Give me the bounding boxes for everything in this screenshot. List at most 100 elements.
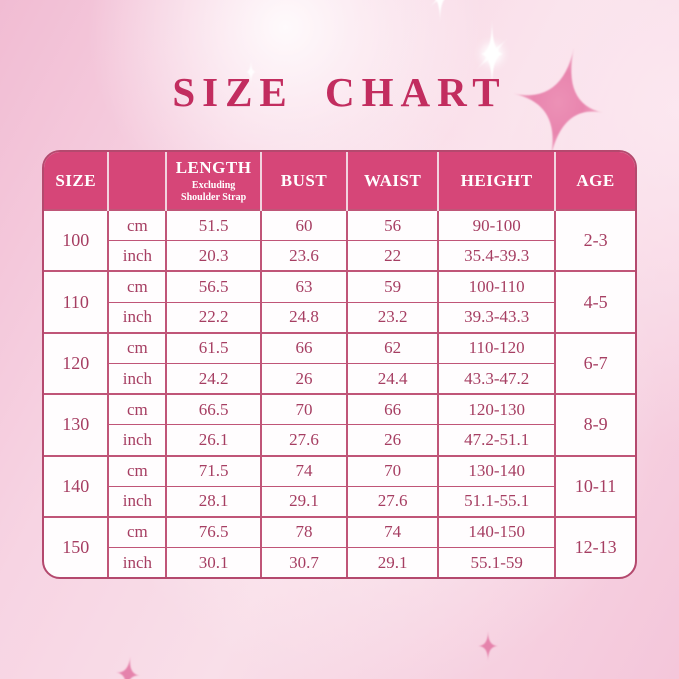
table-row-inch: inch 24.2 26 24.4 43.3-47.2 bbox=[44, 362, 635, 396]
value-cell: 62 bbox=[346, 331, 440, 364]
unit-cell: cm bbox=[107, 393, 168, 426]
table-row-cm: 110 cm 56.5 63 59 100-110 4-5 bbox=[44, 270, 635, 334]
column-header-size: SIZE bbox=[44, 152, 110, 210]
value-cell: 39.3-43.3 bbox=[437, 301, 557, 334]
value-cell: 22 bbox=[346, 240, 440, 273]
unit-cell: inch bbox=[107, 547, 168, 577]
table-row-inch: inch 28.1 29.1 27.6 51.1-55.1 bbox=[44, 485, 635, 518]
sparkle-white-top-icon bbox=[428, 0, 452, 23]
value-cell: 130-140 bbox=[437, 454, 557, 487]
value-cell: 47.2-51.1 bbox=[437, 424, 557, 457]
value-cell: 66 bbox=[346, 393, 440, 426]
value-cell: 59 bbox=[346, 270, 440, 303]
value-cell: 70 bbox=[346, 454, 440, 487]
value-cell: 66.5 bbox=[165, 393, 262, 426]
value-cell: 74 bbox=[346, 515, 440, 549]
column-header-height: HEIGHT bbox=[438, 152, 557, 210]
column-header-waist-label: WAIST bbox=[363, 170, 422, 190]
column-header-waist: WAIST bbox=[347, 152, 440, 210]
value-cell: 56 bbox=[346, 209, 440, 242]
size-cell: 100 bbox=[44, 208, 110, 273]
value-cell: 22.2 bbox=[165, 301, 262, 334]
column-header-length-label: LENGTH bbox=[175, 158, 252, 177]
value-cell: 120-130 bbox=[437, 393, 557, 426]
value-cell: 27.6 bbox=[259, 424, 349, 457]
age-cell: 8-9 bbox=[554, 393, 635, 457]
table-row-inch: inch 26.1 27.6 26 47.2-51.1 bbox=[44, 424, 635, 457]
table-row-cm: 150 cm 76.5 78 74 140-150 12-13 bbox=[44, 515, 635, 577]
column-header-unit bbox=[108, 152, 168, 210]
value-cell: 35.4-39.3 bbox=[437, 240, 557, 273]
value-cell: 23.2 bbox=[346, 301, 440, 334]
value-cell: 30.7 bbox=[259, 547, 349, 577]
value-cell: 26 bbox=[346, 424, 440, 457]
unit-cell: cm bbox=[107, 331, 168, 364]
value-cell: 110-120 bbox=[437, 331, 557, 364]
unit-cell: inch bbox=[107, 362, 168, 396]
value-cell: 71.5 bbox=[165, 454, 262, 487]
sparkle-pink-bottomleft-icon bbox=[116, 656, 140, 679]
value-cell: 76.5 bbox=[165, 515, 262, 549]
value-cell: 27.6 bbox=[346, 485, 440, 518]
value-cell: 29.1 bbox=[259, 485, 349, 518]
value-cell: 55.1-59 bbox=[437, 547, 557, 577]
value-cell: 66 bbox=[259, 331, 349, 364]
table-header: SIZE LENGTH Excluding Shoulder Strap BUS… bbox=[44, 152, 635, 210]
value-cell: 28.1 bbox=[165, 485, 262, 518]
unit-cell: cm bbox=[107, 270, 168, 303]
value-cell: 78 bbox=[259, 515, 349, 549]
value-cell: 26.1 bbox=[165, 424, 262, 457]
size-chart-table: SIZE LENGTH Excluding Shoulder Strap BUS… bbox=[44, 152, 635, 577]
value-cell: 29.1 bbox=[346, 547, 440, 577]
sparkle-pink-small-icon bbox=[478, 631, 498, 661]
value-cell: 23.6 bbox=[259, 240, 349, 273]
table-row-cm: 140 cm 71.5 74 70 130-140 10-11 bbox=[44, 454, 635, 518]
age-cell: 12-13 bbox=[554, 515, 635, 577]
size-cell: 110 bbox=[44, 270, 110, 334]
value-cell: 24.2 bbox=[165, 362, 262, 396]
header-row: SIZE LENGTH Excluding Shoulder Strap BUS… bbox=[44, 152, 635, 210]
column-header-age: AGE bbox=[555, 152, 635, 210]
page-title: SIZE CHART bbox=[172, 69, 507, 115]
size-chart-table-container: SIZE LENGTH Excluding Shoulder Strap BUS… bbox=[42, 150, 637, 579]
table-row-inch: inch 22.2 24.8 23.2 39.3-43.3 bbox=[44, 301, 635, 334]
table-body: 100 cm 51.5 60 56 90-100 2-3 inch 20.3 23.6 22 35.4… bbox=[44, 208, 635, 577]
table-row-cm: 130 cm 66.5 70 66 120-130 8-9 bbox=[44, 393, 635, 457]
value-cell: 56.5 bbox=[165, 270, 262, 303]
value-cell: 90-100 bbox=[437, 209, 557, 242]
table-row-inch: inch 30.1 30.7 29.1 55.1-59 bbox=[44, 547, 635, 577]
table-row-cm: 100 cm 51.5 60 56 90-100 2-3 bbox=[44, 208, 635, 273]
value-cell: 63 bbox=[259, 270, 349, 303]
unit-cell: inch bbox=[107, 301, 168, 334]
unit-cell: cm bbox=[107, 515, 168, 549]
size-cell: 140 bbox=[44, 454, 110, 518]
value-cell: 74 bbox=[259, 454, 349, 487]
value-cell: 20.3 bbox=[165, 240, 262, 273]
table-row-cm: 120 cm 61.5 66 62 110-120 6-7 bbox=[44, 331, 635, 396]
age-cell: 4-5 bbox=[554, 270, 635, 334]
value-cell: 51.5 bbox=[165, 209, 262, 242]
column-header-length-sublabel: Excluding Shoulder Strap bbox=[181, 180, 247, 203]
value-cell: 70 bbox=[259, 393, 349, 426]
unit-cell: inch bbox=[107, 424, 168, 457]
unit-cell: cm bbox=[107, 454, 168, 487]
value-cell: 61.5 bbox=[165, 331, 262, 364]
column-header-age-label: AGE bbox=[576, 170, 615, 190]
value-cell: 30.1 bbox=[165, 547, 262, 577]
table-row-inch: inch 20.3 23.6 22 35.4-39.3 bbox=[44, 240, 635, 273]
size-cell: 120 bbox=[44, 331, 110, 396]
column-header-height-label: HEIGHT bbox=[460, 170, 533, 190]
age-cell: 6-7 bbox=[554, 331, 635, 396]
value-cell: 43.3-47.2 bbox=[437, 362, 557, 396]
column-header-size-label: SIZE bbox=[55, 170, 97, 190]
size-cell: 130 bbox=[44, 393, 110, 457]
unit-cell: inch bbox=[107, 240, 168, 273]
value-cell: 24.4 bbox=[346, 362, 440, 396]
value-cell: 140-150 bbox=[437, 515, 557, 549]
value-cell: 51.1-55.1 bbox=[437, 485, 557, 518]
value-cell: 24.8 bbox=[259, 301, 349, 334]
column-header-length: LENGTH Excluding Shoulder Strap bbox=[166, 152, 262, 210]
age-cell: 2-3 bbox=[554, 208, 635, 273]
unit-cell: inch bbox=[107, 485, 168, 518]
